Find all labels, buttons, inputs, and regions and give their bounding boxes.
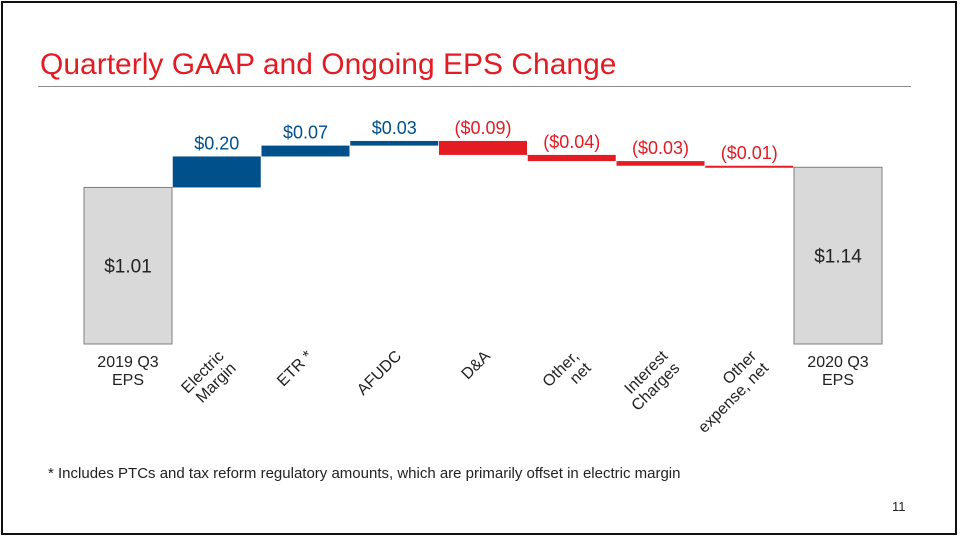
bar-d-a (439, 140, 527, 155)
data-label-other-net: ($0.04) (543, 132, 600, 152)
bar-afudc (350, 140, 439, 146)
category-label-interest-charges: InterestCharges (617, 347, 684, 414)
title-divider (38, 86, 911, 87)
category-label-2019-q3-eps: 2019 Q3 EPS (97, 354, 158, 389)
category-label-d-a: D&A (459, 348, 495, 384)
category-label-etr: ETR * (274, 348, 316, 390)
bar-etr (261, 145, 350, 157)
bar-2020-q3-eps (793, 166, 883, 345)
data-label-2019-q3-eps: $1.01 (104, 257, 152, 278)
bar-interest-charges (616, 161, 705, 166)
data-label-electric-margin: $0.20 (194, 133, 239, 153)
category-label-2020-q3-eps: 2020 Q3 EPS (807, 354, 868, 389)
bar-other-expense-net (705, 165, 794, 168)
bar-2019-q3-eps (83, 186, 173, 345)
category-label-afudc: AFUDC (354, 348, 405, 399)
bar-other-net (527, 154, 616, 162)
data-label-d-a: ($0.09) (454, 118, 511, 138)
slide-title: Quarterly GAAP and Ongoing EPS Change (40, 48, 617, 81)
data-label-interest-charges: ($0.03) (632, 138, 689, 158)
category-label-electric-margin: ElectricMargin (178, 348, 239, 409)
data-label-afudc: $0.03 (372, 118, 417, 138)
data-label-2020-q3-eps: $1.14 (814, 247, 862, 268)
data-label-other-expense-net: ($0.01) (721, 143, 778, 163)
bar-electric-margin (172, 156, 261, 188)
data-label-etr: $0.07 (283, 123, 328, 143)
footnote: * Includes PTCs and tax reform regulator… (48, 465, 681, 482)
category-label-other-expense-net: Otherexpense, net (683, 347, 772, 436)
category-label-other-net: Other,net (540, 347, 595, 402)
page-number: 11 (892, 499, 906, 514)
